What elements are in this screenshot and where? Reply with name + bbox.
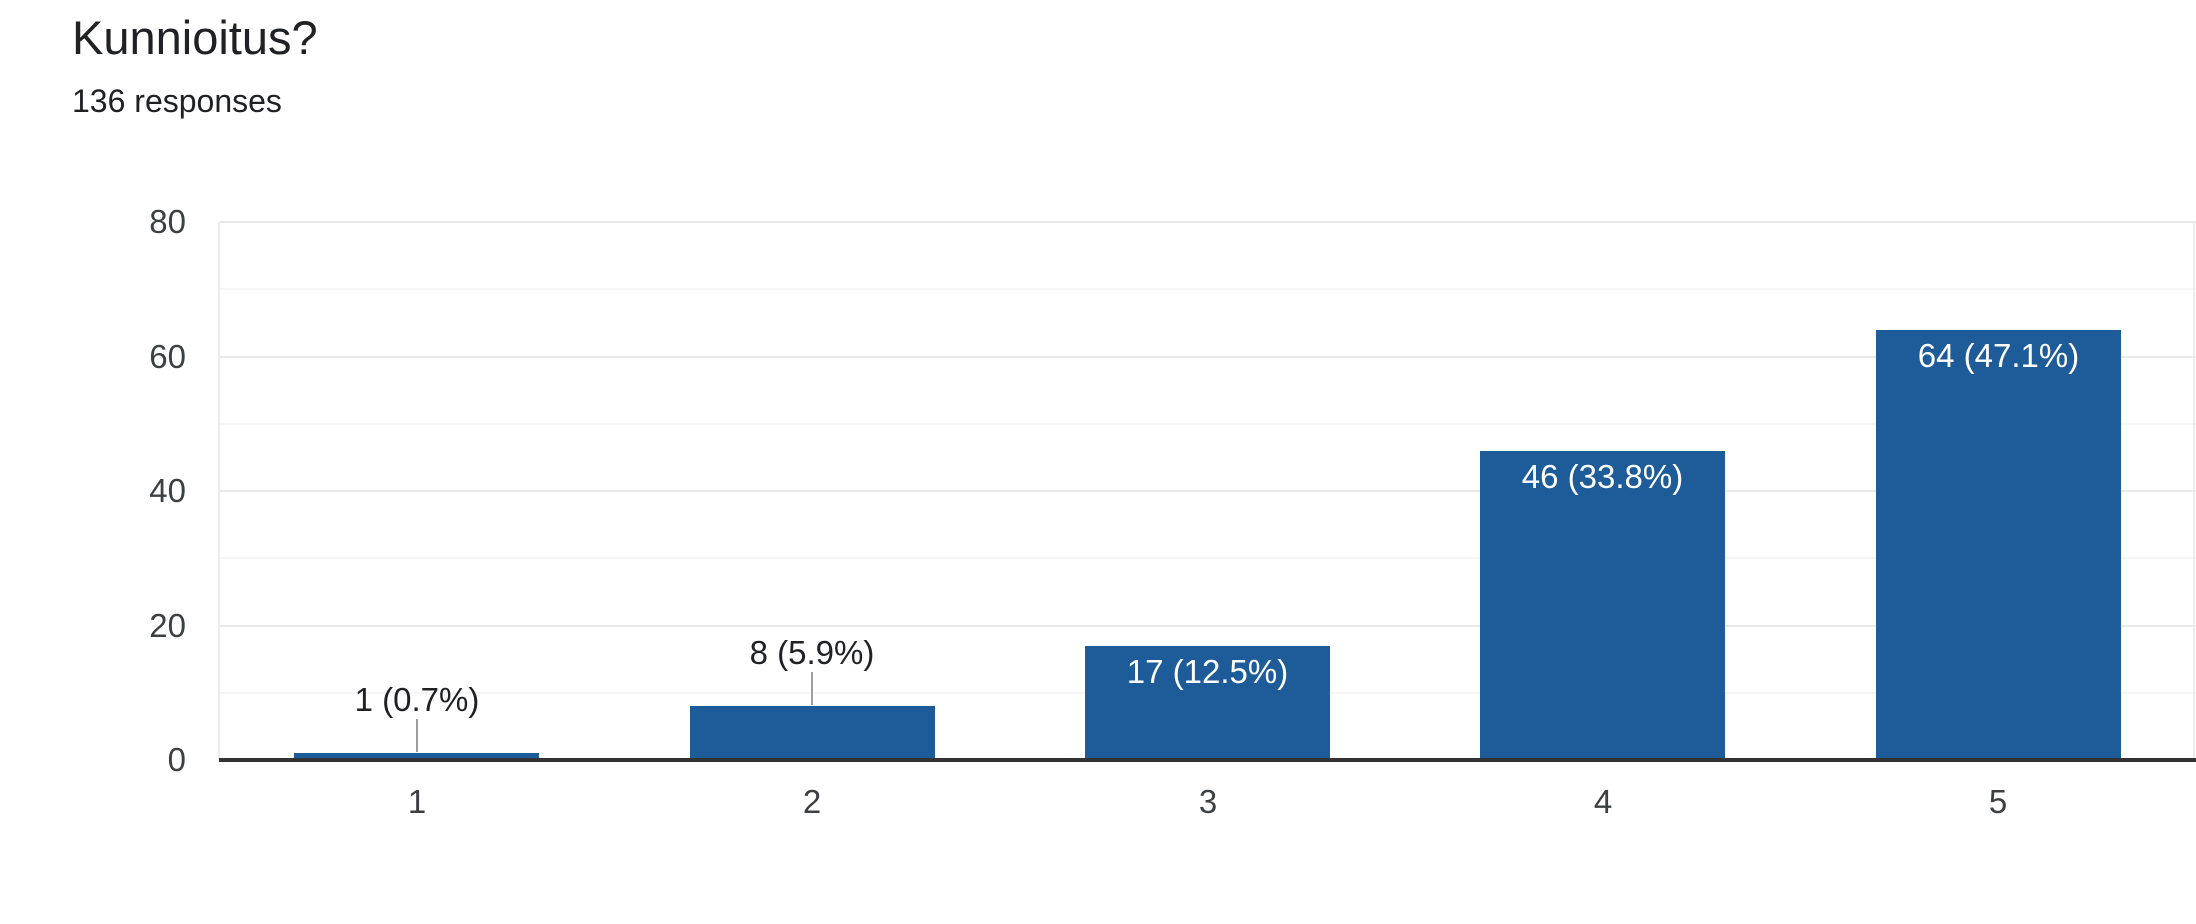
y-axis-tick-label: 20 [149, 607, 186, 644]
bar-value-label: 1 (0.7%) [354, 681, 480, 718]
bar-category-1 [294, 753, 539, 760]
question-title: Kunnioitus? [72, 11, 318, 64]
callout-leader-line [416, 719, 418, 752]
plot-right-border [2193, 222, 2195, 760]
plot-left-border [218, 222, 220, 760]
y-axis-tick-label: 80 [149, 203, 186, 240]
y-axis-tick-label: 0 [167, 741, 186, 778]
x-axis-tick-label: 1 [407, 783, 427, 820]
bar-category-2 [690, 706, 935, 760]
y-axis-tick-label: 40 [149, 472, 186, 509]
bar-value-label: 64 (47.1%) [1917, 337, 2080, 374]
minor-gridline [219, 557, 2196, 559]
x-axis-tick-label: 5 [1988, 783, 2008, 820]
major-gridline [219, 625, 2196, 627]
callout-leader-line [811, 672, 813, 705]
minor-gridline [219, 288, 2196, 290]
x-axis-tick-label: 2 [802, 783, 822, 820]
minor-gridline [219, 423, 2196, 425]
major-gridline [219, 221, 2196, 223]
bar-category-4 [1480, 451, 1725, 760]
major-gridline [219, 490, 2196, 492]
bar-value-label: 46 (33.8%) [1521, 458, 1684, 495]
bar-category-3 [1085, 646, 1330, 760]
x-axis-line [219, 758, 2196, 762]
bar-value-label: 8 (5.9%) [749, 634, 875, 671]
x-axis-tick-label: 4 [1593, 783, 1613, 820]
bar-value-label: 17 (12.5%) [1126, 653, 1289, 690]
major-gridline [219, 356, 2196, 358]
bar-category-5 [1876, 330, 2121, 760]
y-axis-tick-label: 60 [149, 338, 186, 375]
response-count: 136 responses [72, 83, 282, 119]
x-axis-tick-label: 3 [1198, 783, 1218, 820]
